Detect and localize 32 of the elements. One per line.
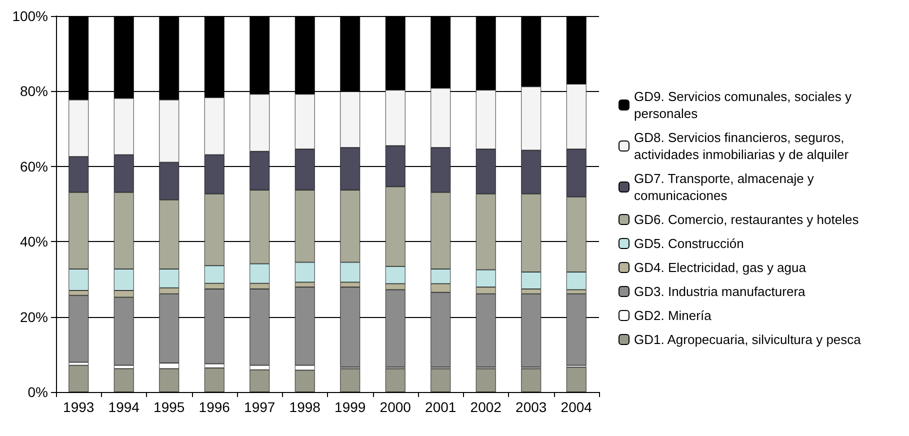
x-tick-label: 2000: [380, 399, 412, 415]
bar: [204, 368, 224, 392]
x-tick-label: 1994: [108, 399, 140, 415]
bar: [566, 367, 586, 392]
legend-label: GD2. Minería: [634, 308, 712, 323]
x-tick-label: 1995: [154, 399, 185, 415]
bar: [114, 368, 134, 392]
legend-label: GD1. Agropecuaria, silvicultura y pesca: [634, 332, 862, 347]
y-tick-label: 40%: [20, 234, 48, 250]
legend-label: GD9. Servicios comunales, sociales y personales: [634, 89, 856, 121]
x-tick-label: 1999: [334, 399, 366, 415]
x-tick-label: 1998: [289, 399, 321, 415]
x-tick-label: 1996: [198, 399, 230, 415]
x-tick-label: 2004: [560, 399, 592, 415]
bar: [68, 365, 89, 392]
legend-label: GD8. Servicios financieros, seguros, actividades inmobiliarias y de alquiler: [634, 130, 850, 162]
legend-label: GD5. Construcción: [634, 236, 744, 251]
legend-label: GD4. Electricidad, gas y agua: [634, 260, 807, 275]
x-tick-label: 2002: [470, 399, 502, 415]
y-tick-label: 80%: [20, 83, 48, 100]
x-tick-label: 2001: [425, 399, 456, 415]
legend-label: GD7. Transporte, almacenaje y comunicaciones: [634, 171, 818, 203]
legend-label: GD6. Comercio, restaurantes y hoteles: [634, 212, 860, 227]
x-tick-label: 1997: [244, 399, 276, 415]
legend-label: GD3. Industria manufacturera: [634, 284, 806, 299]
y-tick-label: 0%: [28, 384, 48, 400]
y-tick-label: 100%: [12, 8, 48, 24]
y-tick-label: 20%: [20, 308, 48, 325]
y-tick-label: 60%: [20, 158, 48, 174]
x-tick-label: 1993: [63, 399, 94, 415]
x-tick-label: 2003: [516, 399, 547, 415]
bar: [250, 370, 270, 392]
